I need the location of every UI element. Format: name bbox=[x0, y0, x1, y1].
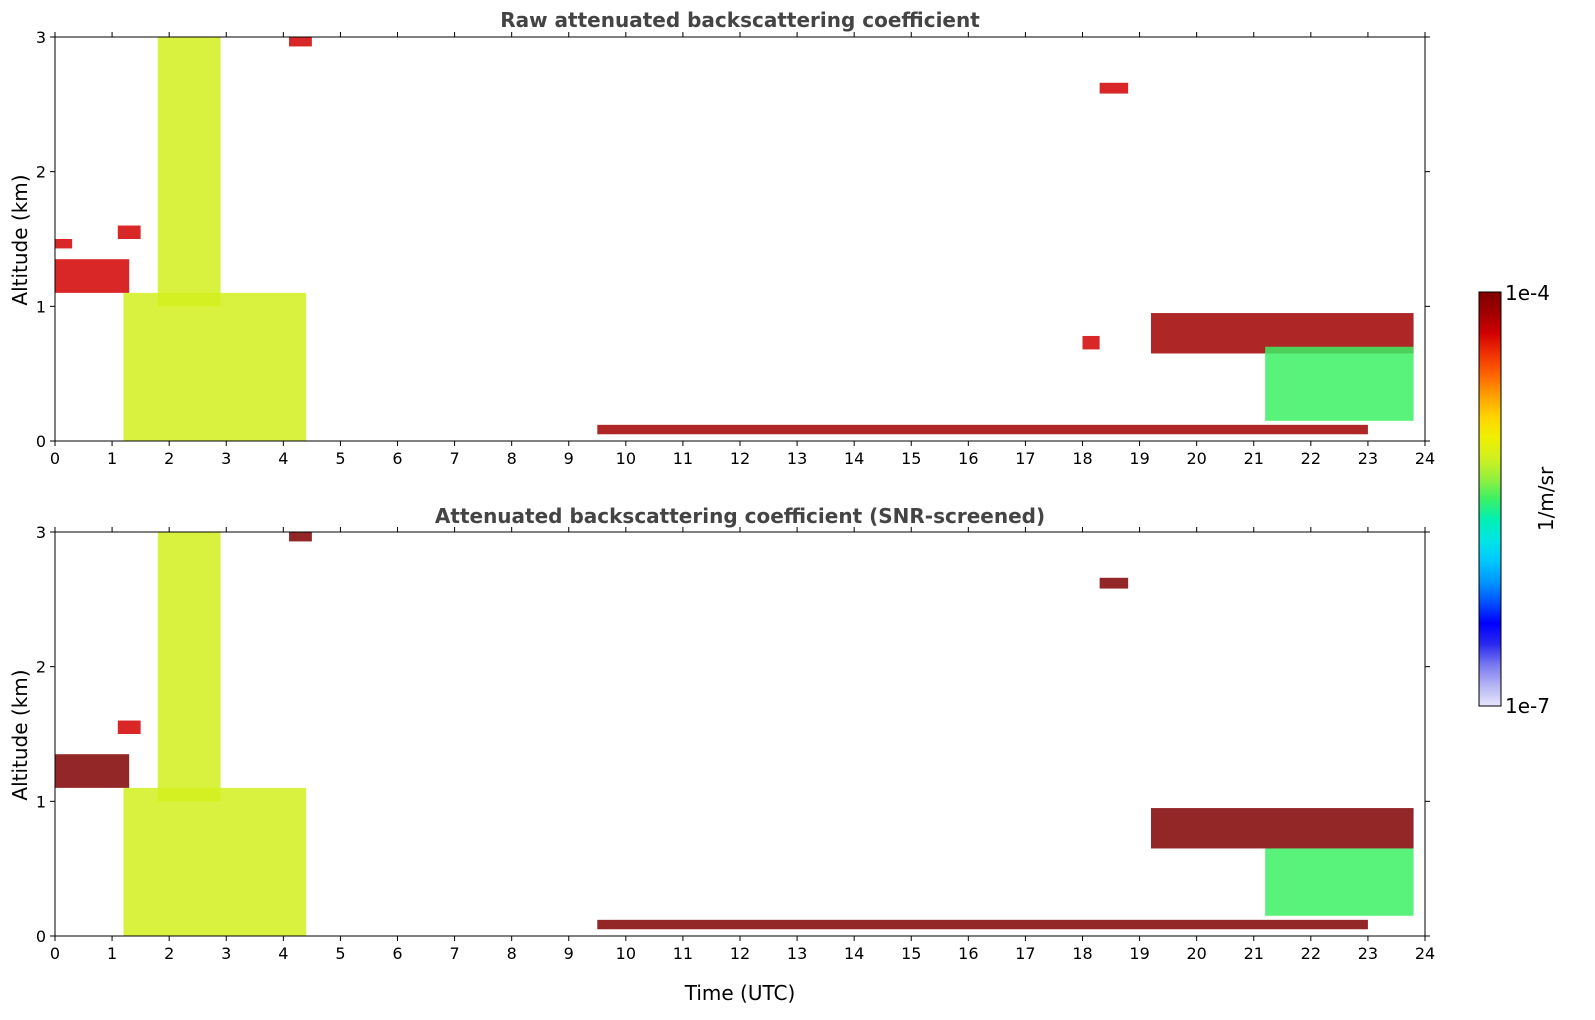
y-tick-label: 1 bbox=[36, 792, 46, 811]
x-tick-label: 17 bbox=[1015, 944, 1035, 963]
heatmap-cell bbox=[1082, 335, 1100, 350]
x-tick-label: 19 bbox=[1129, 449, 1149, 468]
x-tick-label: 2 bbox=[164, 944, 174, 963]
x-tick-label: 4 bbox=[278, 449, 288, 468]
y-tick-label: 2 bbox=[36, 163, 46, 182]
colorbar-max-label: 1e-4 bbox=[1505, 281, 1550, 305]
x-tick-label: 14 bbox=[844, 944, 864, 963]
x-tick-label: 13 bbox=[787, 944, 807, 963]
x-tick-label: 21 bbox=[1244, 449, 1264, 468]
x-tick-label: 19 bbox=[1129, 944, 1149, 963]
x-tick-label: 3 bbox=[221, 449, 231, 468]
heatmap-layer bbox=[55, 37, 1414, 441]
x-tick-label: 0 bbox=[50, 944, 60, 963]
x-tick-label: 9 bbox=[564, 944, 574, 963]
x-tick-label: 0 bbox=[50, 449, 60, 468]
x-tick-label: 13 bbox=[787, 449, 807, 468]
y-tick-label: 3 bbox=[36, 28, 46, 47]
x-tick-label: 21 bbox=[1244, 944, 1264, 963]
x-tick-label: 8 bbox=[507, 944, 517, 963]
heatmap-cell bbox=[157, 37, 221, 307]
heatmap-cell bbox=[123, 292, 307, 441]
y-tick-label: 0 bbox=[36, 432, 46, 451]
x-tick-label: 16 bbox=[958, 944, 978, 963]
y-tick-label: 1 bbox=[36, 297, 46, 316]
x-tick-label: 23 bbox=[1358, 449, 1378, 468]
x-tick-label: 24 bbox=[1415, 944, 1435, 963]
x-tick-label: 17 bbox=[1015, 449, 1035, 468]
x-tick-label: 7 bbox=[449, 449, 459, 468]
colorbar-min-label: 1e-7 bbox=[1505, 694, 1550, 718]
y-tick-label: 2 bbox=[36, 658, 46, 677]
x-tick-label: 5 bbox=[335, 449, 345, 468]
x-tick-label: 20 bbox=[1186, 449, 1206, 468]
heatmap-cell bbox=[55, 259, 130, 293]
x-tick-label: 18 bbox=[1072, 449, 1092, 468]
colorbar-bar bbox=[1478, 291, 1502, 707]
x-tick-label: 22 bbox=[1301, 944, 1321, 963]
heatmap-cell bbox=[117, 720, 141, 734]
heatmap-cell bbox=[597, 919, 1368, 930]
x-tick-label: 6 bbox=[392, 449, 402, 468]
x-tick-label: 24 bbox=[1415, 449, 1435, 468]
x-tick-label: 14 bbox=[844, 449, 864, 468]
heatmap-cell bbox=[1099, 577, 1129, 589]
heatmap-cell bbox=[55, 239, 73, 249]
x-tick-label: 12 bbox=[730, 449, 750, 468]
x-tick-label: 20 bbox=[1186, 944, 1206, 963]
x-tick-label: 3 bbox=[221, 944, 231, 963]
heatmap-cell bbox=[1265, 346, 1414, 421]
colorbar: 1e-4 1e-7 1/m/sr bbox=[1478, 281, 1558, 718]
heatmap-cell bbox=[1151, 808, 1414, 849]
panel-raw: Raw attenuated backscattering coefficien… bbox=[8, 8, 1435, 468]
x-tick-label: 1 bbox=[107, 944, 117, 963]
y-axis-label: Altitude (km) bbox=[8, 174, 32, 305]
heatmap-cell bbox=[55, 754, 130, 788]
x-tick-label: 6 bbox=[392, 944, 402, 963]
x-tick-label: 16 bbox=[958, 449, 978, 468]
y-axis-label: Altitude (km) bbox=[8, 669, 32, 800]
heatmap-cell bbox=[123, 787, 307, 936]
x-tick-label: 23 bbox=[1358, 944, 1378, 963]
x-tick-label: 10 bbox=[616, 449, 636, 468]
heatmap-cell bbox=[289, 37, 312, 47]
heatmap-cell bbox=[157, 532, 221, 802]
x-tick-label: 7 bbox=[449, 944, 459, 963]
x-tick-label: 4 bbox=[278, 944, 288, 963]
panel-snr-screened: Attenuated backscattering coefficient (S… bbox=[8, 504, 1435, 1005]
panel-title: Raw attenuated backscattering coefficien… bbox=[500, 8, 980, 32]
x-tick-label: 11 bbox=[673, 944, 693, 963]
x-tick-label: 5 bbox=[335, 944, 345, 963]
x-tick-label: 8 bbox=[507, 449, 517, 468]
y-tick-label: 3 bbox=[36, 523, 46, 542]
x-tick-label: 10 bbox=[616, 944, 636, 963]
x-tick-label: 15 bbox=[901, 944, 921, 963]
colorbar-unit-label: 1/m/sr bbox=[1534, 466, 1558, 531]
plot-area: 0 1 2 3 4 5 6 7 8 9 10 11 12 13 14 15 16 17 18 19 20 21 22 23 24… bbox=[36, 28, 1435, 468]
heatmap-cell bbox=[1099, 82, 1129, 94]
heatmap-cell bbox=[1265, 848, 1414, 916]
x-tick-label: 22 bbox=[1301, 449, 1321, 468]
plot-area: 0 1 2 3 4 5 6 7 8 9 10 11 12 13 14 15 16 17 18 19 20 21 22 23 24… bbox=[36, 523, 1435, 963]
heatmap-cell bbox=[117, 225, 141, 239]
x-tick-label: 18 bbox=[1072, 944, 1092, 963]
y-tick-label: 0 bbox=[36, 927, 46, 946]
x-tick-label: 11 bbox=[673, 449, 693, 468]
heatmap-layer bbox=[55, 532, 1414, 936]
x-axis-label: Time (UTC) bbox=[684, 981, 796, 1005]
x-tick-label: 9 bbox=[564, 449, 574, 468]
x-tick-label: 1 bbox=[107, 449, 117, 468]
heatmap-cell bbox=[289, 532, 312, 542]
x-tick-label: 12 bbox=[730, 944, 750, 963]
panel-title: Attenuated backscattering coefficient (S… bbox=[435, 504, 1045, 528]
x-tick-label: 2 bbox=[164, 449, 174, 468]
heatmap-cell bbox=[597, 424, 1368, 435]
x-tick-label: 15 bbox=[901, 449, 921, 468]
